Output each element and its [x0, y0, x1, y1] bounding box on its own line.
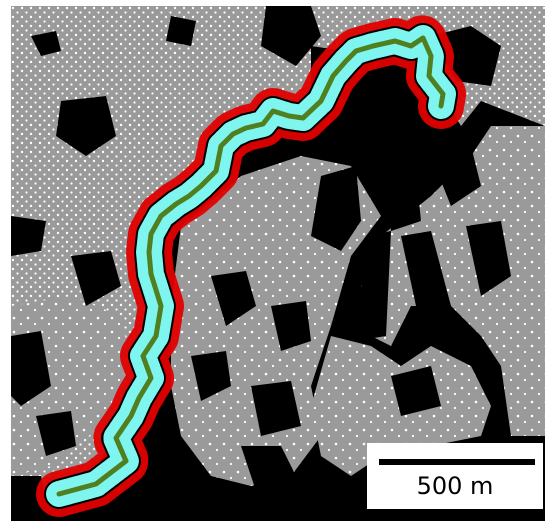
scale-bar-label: 500 m [416, 472, 494, 500]
scale-bar-box: 500 m [367, 443, 543, 509]
empty-area [211, 271, 256, 326]
empty-area [391, 366, 441, 416]
empty-area [11, 331, 51, 406]
empty-area [331, 476, 371, 521]
empty-area [251, 381, 301, 436]
empty-area [71, 251, 121, 306]
empty-area [271, 301, 311, 351]
empty-area [466, 221, 511, 296]
route-path [56, 35, 446, 497]
empty-area [351, 101, 411, 156]
empty-area [191, 351, 231, 401]
empty-area [401, 231, 451, 306]
empty-area [166, 16, 196, 46]
empty-area [261, 6, 321, 66]
empty-area [31, 31, 61, 56]
network-area-east [361, 126, 545, 436]
empty-area [311, 166, 361, 251]
empty-area [431, 146, 481, 206]
map-frame: 500 m [11, 6, 545, 521]
empty-area [56, 96, 116, 156]
empty-area [36, 411, 76, 456]
empty-area [356, 231, 391, 341]
empty-area [241, 446, 301, 506]
scale-bar [379, 459, 535, 465]
empty-area [141, 466, 241, 521]
empty-area [386, 171, 421, 231]
empty-area [11, 216, 46, 256]
street-network-map [11, 6, 545, 521]
